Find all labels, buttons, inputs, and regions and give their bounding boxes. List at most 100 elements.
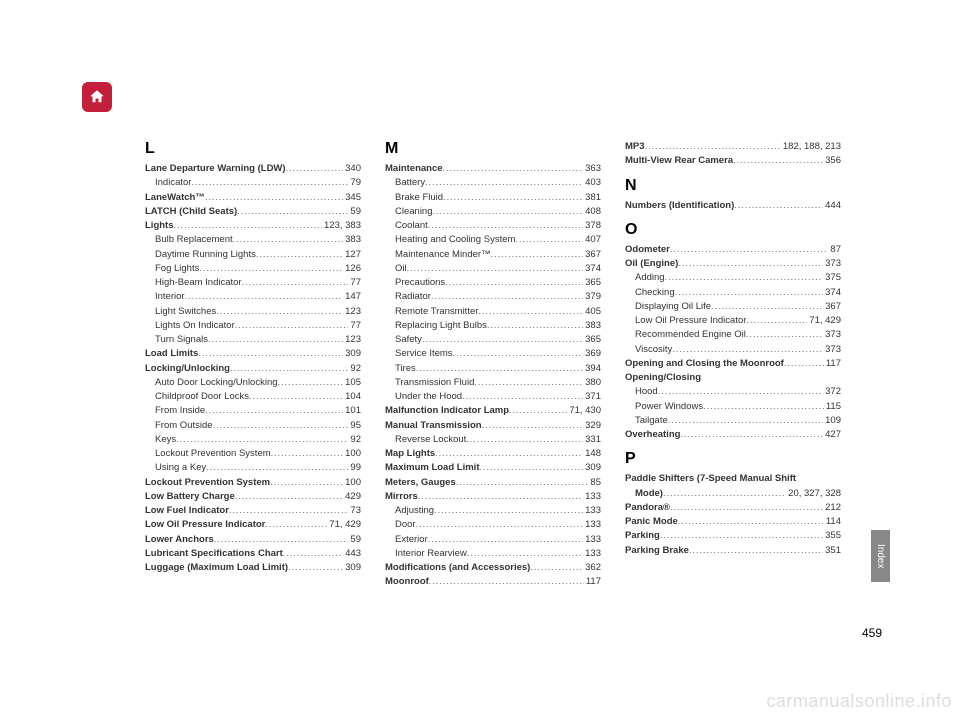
entry-page: 123 [343, 305, 361, 319]
entry-label: Precautions [395, 276, 445, 290]
index-entry: Low Oil Pressure Indicator .............… [625, 314, 841, 328]
watermark: carmanualsonline.info [766, 691, 952, 712]
entry-label: Reverse Lockout [395, 433, 466, 447]
entry-page: 100 [343, 447, 361, 461]
page-number: 459 [862, 626, 882, 640]
entry-label: Load Limits [145, 347, 198, 361]
entry-label: Numbers (Identification) [625, 199, 734, 213]
index-entry: Paddle Shifters (7-Speed Manual Shift [625, 472, 841, 486]
home-icon[interactable] [82, 82, 112, 112]
index-column-2: MMaintenance ...........................… [385, 140, 601, 590]
index-entry: Locking/Unlocking ......................… [145, 362, 361, 376]
index-entry: Adjusting ..............................… [385, 504, 601, 518]
entry-label: Oil [395, 262, 407, 276]
entry-label: Luggage (Maximum Load Limit) [145, 561, 288, 575]
index-entry: Lower Anchors ..........................… [145, 533, 361, 547]
entry-page: 100 [343, 476, 361, 490]
entry-page: 147 [343, 290, 361, 304]
entry-label: Hood [635, 385, 658, 399]
entry-page: 109 [823, 414, 841, 428]
entry-page: 374 [823, 286, 841, 300]
entry-page: 59 [348, 205, 361, 219]
entry-label: Low Oil Pressure Indicator [145, 518, 265, 532]
entry-label: Lubricant Specifications Chart [145, 547, 283, 561]
entry-page: 212 [823, 501, 841, 515]
entry-label: Checking [635, 286, 675, 300]
index-entry: Lane Departure Warning (LDW) ...........… [145, 162, 361, 176]
section-letter: O [625, 221, 841, 239]
entry-page: 71, 429 [327, 518, 361, 532]
index-entry: Pandora® ...............................… [625, 501, 841, 515]
entry-page: 114 [824, 515, 841, 529]
entry-label: Coolant [395, 219, 428, 233]
entry-label: Tailgate [635, 414, 668, 428]
index-entry: Transmission Fluid .....................… [385, 376, 601, 390]
entry-label: Lockout Prevention System [145, 476, 270, 490]
entry-label: Locking/Unlocking [145, 362, 230, 376]
index-entry: Malfunction Indicator Lamp .............… [385, 404, 601, 418]
index-entry: Overheating ............................… [625, 428, 841, 442]
entry-label: Mode) [635, 487, 663, 501]
index-entry: Odometer ...............................… [625, 243, 841, 257]
index-entry: Map Lights .............................… [385, 447, 601, 461]
entry-page: 117 [584, 575, 601, 589]
index-entry: Viscosity ..............................… [625, 343, 841, 357]
entry-page: 92 [348, 362, 361, 376]
index-entry: Lubricant Specifications Chart .........… [145, 547, 361, 561]
entry-page: 105 [343, 376, 361, 390]
entry-page: 77 [348, 319, 361, 333]
index-entry: Replacing Light Bulbs ..................… [385, 319, 601, 333]
entry-label: Auto Door Locking/Unlocking [155, 376, 278, 390]
index-entry: Meters, Gauges .........................… [385, 476, 601, 490]
index-entry: Cleaning ...............................… [385, 205, 601, 219]
entry-page: 407 [583, 233, 601, 247]
entry-page: 20, 327, 328 [786, 487, 841, 501]
index-entry: Tailgate ...............................… [625, 414, 841, 428]
entry-label: Using a Key [155, 461, 206, 475]
index-entry: Luggage (Maximum Load Limit) ...........… [145, 561, 361, 575]
entry-label: Parking [625, 529, 660, 543]
index-entry: Interior Rearview ......................… [385, 547, 601, 561]
entry-label: Brake Fluid [395, 191, 443, 205]
index-entry: MP3 ....................................… [625, 140, 841, 154]
entry-page: 380 [583, 376, 601, 390]
index-entry: Panic Mode .............................… [625, 515, 841, 529]
entry-label: Light Switches [155, 305, 216, 319]
index-entry: Maximum Load Limit .....................… [385, 461, 601, 475]
entry-page: 371 [583, 390, 601, 404]
entry-page: 87 [828, 243, 841, 257]
entry-page: 309 [343, 347, 361, 361]
entry-label: Meters, Gauges [385, 476, 456, 490]
entry-page: 77 [348, 276, 361, 290]
entry-page: 369 [583, 347, 601, 361]
entry-label: Parking Brake [625, 544, 689, 558]
entry-page: 379 [583, 290, 601, 304]
entry-label: Opening and Closing the Moonroof [625, 357, 784, 371]
entry-label: Lower Anchors [145, 533, 214, 547]
section-letter: M [385, 140, 601, 158]
entry-label: Malfunction Indicator Lamp [385, 404, 509, 418]
entry-label: Multi-View Rear Camera [625, 154, 733, 168]
entry-label: Service Items [395, 347, 453, 361]
index-entry: Safety .................................… [385, 333, 601, 347]
entry-page: 374 [583, 262, 601, 276]
entry-label: Viscosity [635, 343, 672, 357]
entry-label: Adding [635, 271, 665, 285]
index-entry: Oil ....................................… [385, 262, 601, 276]
entry-label: Lights [145, 219, 174, 233]
index-entry: Service Items ..........................… [385, 347, 601, 361]
index-entry: Remote Transmitter .....................… [385, 305, 601, 319]
index-entry: From Outside ...........................… [145, 419, 361, 433]
entry-page: 133 [583, 504, 601, 518]
index-entry: Using a Key ............................… [145, 461, 361, 475]
entry-page: 351 [823, 544, 841, 558]
entry-label: Maintenance Minder™ [395, 248, 491, 262]
index-entry: High-Beam Indicator ....................… [145, 276, 361, 290]
index-entry: Exterior ...............................… [385, 533, 601, 547]
index-entry: Bulb Replacement .......................… [145, 233, 361, 247]
entry-page: 133 [583, 547, 601, 561]
index-entry: Parking ................................… [625, 529, 841, 543]
index-column-1: LLane Departure Warning (LDW) ..........… [145, 140, 361, 590]
entry-page: 367 [823, 300, 841, 314]
index-entry: Multi-View Rear Camera .................… [625, 154, 841, 168]
